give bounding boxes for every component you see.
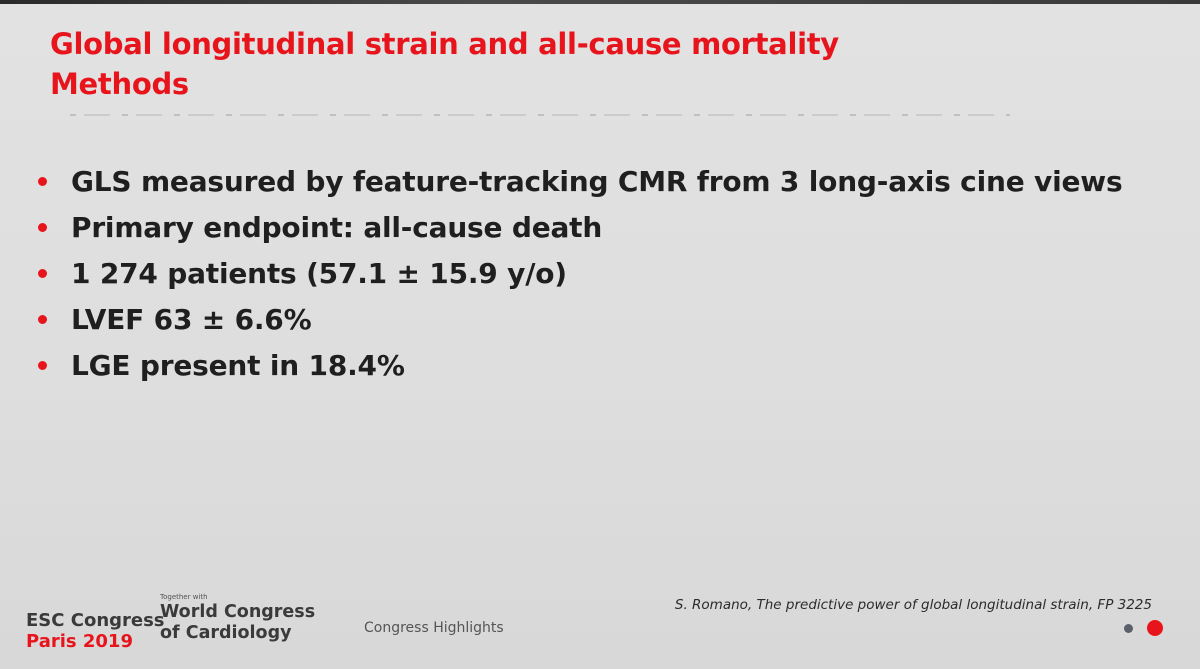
title-line-1: Global longitudinal strain and all-cause… [50,27,839,61]
title-line-2: Methods [50,67,189,101]
wcc-line-2: of Cardiology [160,623,292,643]
bullet-item: 1 274 patients (57.1 ± 15.9 y/o) [38,250,1122,296]
slide-nav-dots [1124,620,1163,636]
esc-logo-line-2: Paris 2019 [26,631,133,652]
bullet-dot-icon [38,268,47,278]
bullet-dot-icon [38,314,47,324]
bullet-dot-icon [38,222,47,232]
wcc-together-with: Together with [160,593,208,601]
title-divider [70,114,1010,116]
bullet-item: LGE present in 18.4% [38,342,1122,388]
top-edge [0,0,1200,4]
bullet-text: LGE present in 18.4% [71,348,405,382]
grey-dot-icon[interactable] [1124,623,1133,633]
bullet-text: 1 274 patients (57.1 ± 15.9 y/o) [71,256,567,290]
bullet-list: GLS measured by feature-tracking CMR fro… [38,158,1123,388]
bullet-text: LVEF 63 ± 6.6% [71,302,312,336]
slide-title: Global longitudinal strain and all-cause… [50,24,839,104]
bullet-item: GLS measured by feature-tracking CMR fro… [38,158,1123,204]
citation: S. Romano, The predictive power of globa… [674,597,1152,613]
esc-congress-logo: ESC Congress Paris 2019 [26,610,165,652]
congress-highlights-label: Congress Highlights [364,620,504,636]
red-dot-icon[interactable] [1147,620,1163,636]
bullet-text: Primary endpoint: all-cause death [71,210,603,244]
esc-logo-line-1: ESC Congress [26,610,165,631]
wcc-line-1: World Congress [160,602,316,622]
bullet-text: GLS measured by feature-tracking CMR fro… [71,164,1123,198]
bullet-item: Primary endpoint: all-cause death [38,204,1122,250]
bullet-dot-icon [38,176,47,186]
world-congress-logo: Together with World Congress of Cardiolo… [160,592,315,644]
bullet-dot-icon [38,360,47,370]
bullet-item: LVEF 63 ± 6.6% [38,296,1122,342]
